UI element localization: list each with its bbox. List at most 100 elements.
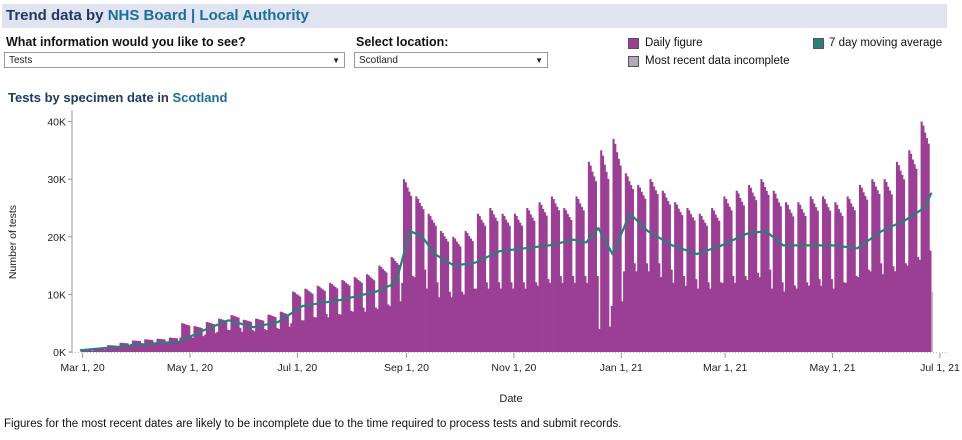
daily-bar[interactable] [469,238,472,352]
daily-bar[interactable] [420,206,423,352]
daily-bar[interactable] [177,341,180,352]
daily-bar[interactable] [441,232,444,352]
daily-bar[interactable] [494,217,497,352]
daily-bar[interactable] [216,331,219,352]
daily-bar[interactable] [195,326,198,352]
daily-bar[interactable] [890,194,893,352]
daily-bar[interactable] [482,222,485,352]
daily-bar[interactable] [515,215,518,352]
daily-bar[interactable] [654,190,657,352]
daily-bar[interactable] [869,271,872,352]
daily-bar[interactable] [591,171,594,352]
daily-bar[interactable] [272,316,275,352]
daily-bar[interactable] [242,319,245,352]
daily-bar[interactable] [621,301,624,352]
daily-bar[interactable] [700,215,703,352]
daily-bar[interactable] [695,279,698,352]
daily-bar[interactable] [380,266,383,352]
daily-bar[interactable] [587,161,590,352]
daily-bar[interactable] [489,207,492,352]
daily-bar[interactable] [728,206,731,352]
daily-bar[interactable] [726,203,730,352]
daily-bar[interactable] [211,323,214,352]
daily-bar[interactable] [436,282,439,352]
daily-bar[interactable] [91,350,94,352]
daily-bar[interactable] [401,282,404,352]
daily-bar[interactable] [232,315,235,352]
daily-bar[interactable] [640,191,643,352]
daily-bar[interactable] [145,339,149,352]
daily-bar[interactable] [883,179,886,352]
daily-bar[interactable] [832,288,835,352]
legend-incomplete-swatch[interactable] [628,56,639,67]
daily-bar[interactable] [871,179,874,352]
daily-bar[interactable] [598,328,601,352]
daily-bar[interactable] [249,321,252,352]
daily-bar[interactable] [702,219,705,352]
daily-bar[interactable] [536,285,539,352]
daily-bar[interactable] [753,196,756,352]
daily-bar[interactable] [344,282,347,352]
daily-bar[interactable] [431,219,434,352]
daily-bar[interactable] [360,282,363,352]
daily-bar[interactable] [260,320,263,352]
daily-bar[interactable] [279,311,282,352]
daily-bar[interactable] [475,288,478,352]
daily-bar[interactable] [142,343,145,352]
daily-bar[interactable] [772,190,775,352]
daily-bar[interactable] [749,187,752,352]
daily-bar[interactable] [341,279,344,352]
daily-bar[interactable] [473,288,476,352]
daily-bar[interactable] [322,289,325,352]
daily-bar[interactable] [392,258,395,352]
daily-bar[interactable] [910,153,913,352]
daily-bar[interactable] [878,193,881,352]
daily-bar[interactable] [285,313,288,352]
daily-bar[interactable] [577,199,580,352]
daily-bar[interactable] [628,181,631,352]
daily-bar[interactable] [410,195,413,352]
daily-bar[interactable] [114,345,117,352]
daily-bar[interactable] [367,275,370,352]
daily-bar[interactable] [823,199,826,352]
daily-bar[interactable] [454,238,457,352]
moving-average-line[interactable] [79,192,933,352]
daily-bar[interactable] [498,282,501,352]
daily-bar[interactable] [448,291,451,352]
daily-bar[interactable] [288,326,291,352]
daily-bar[interactable] [674,202,677,352]
daily-bar[interactable] [137,340,140,352]
daily-bar[interactable] [637,184,640,352]
daily-bar[interactable] [339,314,342,352]
daily-bar[interactable] [404,182,407,352]
daily-bar[interactable] [688,210,691,352]
daily-bar[interactable] [269,315,272,352]
daily-bar[interactable] [589,165,592,352]
daily-bar[interactable] [307,291,311,352]
daily-bar[interactable] [867,269,870,352]
daily-bar[interactable] [167,342,170,352]
daily-bar[interactable] [175,338,178,352]
daily-bar[interactable] [902,179,906,352]
daily-bar[interactable] [913,164,916,352]
daily-bar[interactable] [468,236,471,352]
daily-bar[interactable] [413,277,416,352]
daily-bar[interactable] [858,184,862,352]
daily-bar[interactable] [769,269,772,352]
daily-bar[interactable] [432,222,436,352]
daily-bar[interactable] [626,176,629,352]
daily-bar[interactable] [841,216,844,352]
daily-bar[interactable] [277,328,281,352]
daily-bar[interactable] [462,294,465,352]
daily-bar[interactable] [306,289,309,352]
daily-bar[interactable] [103,349,106,352]
daily-bar[interactable] [619,165,622,352]
daily-bar[interactable] [204,334,207,352]
daily-bar[interactable] [531,217,534,352]
daily-bar[interactable] [417,198,420,352]
daily-bar[interactable] [888,190,892,352]
daily-bar[interactable] [721,282,724,352]
daily-bar[interactable] [660,277,663,352]
daily-bar[interactable] [795,288,798,352]
daily-bar[interactable] [723,196,726,352]
